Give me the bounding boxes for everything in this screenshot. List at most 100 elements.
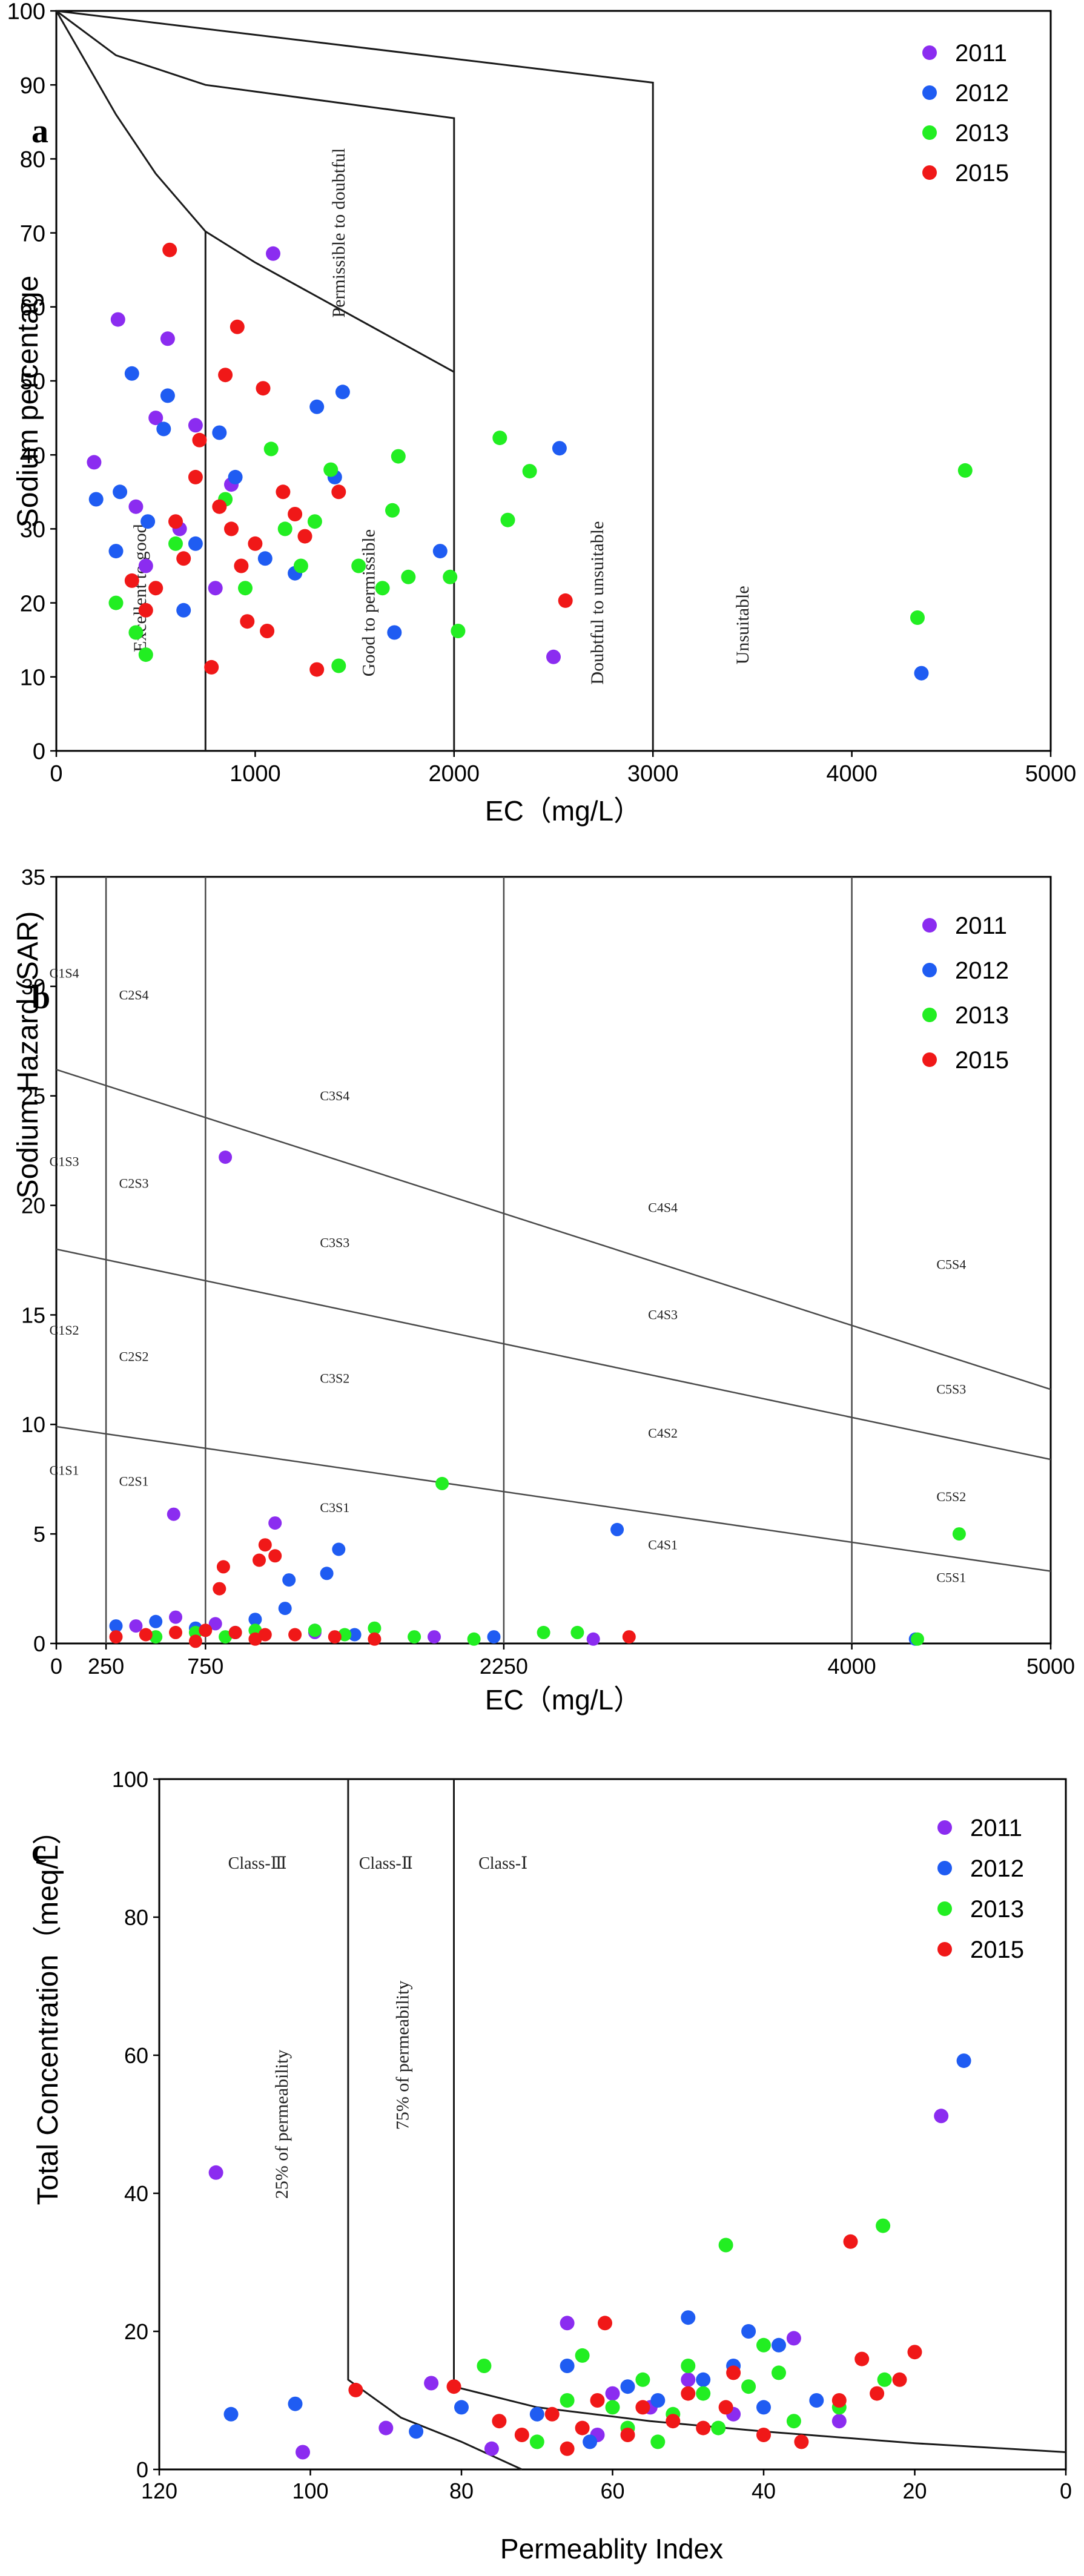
panel-c-point-2012 (583, 2434, 598, 2449)
panel-b-y-axis-label: Sodium Hazard (SAR) (12, 911, 44, 1199)
panel-b-y-tick-label: 15 (21, 1303, 45, 1327)
panel-c-y-tick-label: 0 (136, 2457, 148, 2482)
panel-b-legend-marker-2011 (922, 918, 937, 933)
panel-b-sar-class-line (56, 1069, 1051, 1390)
panel-a-point-2015 (148, 581, 164, 596)
panel-c-permeability-label: 75% of permeability (393, 1981, 413, 2130)
panel-c-class-III-boundary (347, 1779, 523, 2471)
panel-a-point-2013 (522, 464, 537, 479)
panel-a-point-2012 (176, 603, 191, 618)
panel-c-point-2012 (681, 2310, 696, 2325)
panel-c-x-tick-label: 0 (1060, 2479, 1072, 2503)
panel-b-point-2013 (911, 1632, 924, 1646)
panel-b-zone-label: C5S3 (936, 1382, 966, 1397)
panel-a-point-2015 (331, 484, 346, 500)
panel-c-x-tick-label: 80 (449, 2479, 474, 2503)
panel-b-point-2013 (952, 1527, 966, 1541)
panel-b-x-tick-label: 4000 (828, 1654, 876, 1679)
panel-a-point-2011 (188, 418, 203, 433)
panel-a-point-2012 (88, 492, 104, 507)
panel-c-x-axis-label: Permeablity Index (500, 2533, 723, 2564)
panel-c-plot-frame (158, 1778, 1067, 2471)
panel-b-point-2011 (428, 1630, 441, 1644)
panel-b-sar-class-line (56, 1248, 1051, 1461)
panel-b-y-tick-label: 20 (21, 1194, 45, 1218)
panel-a-y-tick-label: 50 (20, 369, 45, 395)
panel-a-point-2011 (138, 558, 153, 573)
panel-c-point-2013 (786, 2414, 801, 2429)
panel-c-point-2012 (650, 2393, 666, 2408)
panel-c-point-2015 (560, 2441, 575, 2456)
panel-c-point-2013 (529, 2434, 544, 2449)
panel-a-point-2012 (124, 366, 139, 381)
panel-c-legend-label-2011: 2011 (970, 1815, 1022, 1841)
panel-a-x-tick-label: 0 (50, 761, 62, 787)
panel-c-point-2012 (620, 2379, 635, 2394)
panel-c-point-2012 (288, 2396, 303, 2411)
panel-b-point-2015 (109, 1630, 123, 1644)
panel-a-point-2015 (297, 529, 312, 544)
panel-b-point-2012 (149, 1614, 163, 1628)
panel-b-legend-marker-2013 (922, 1008, 937, 1022)
panel-c-x-tick-label: 60 (600, 2479, 624, 2503)
panel-a-y-tick-label: 40 (20, 443, 45, 469)
panel-b-point-2011 (268, 1516, 282, 1530)
panel-b-sar-chart: b Sodium Hazard (SAR) EC（mg/L） 0 250 750 22… (12, 865, 1075, 1716)
panel-b-point-2015 (248, 1632, 262, 1646)
panel-c-point-2015 (635, 2400, 650, 2415)
panel-a-y-tick-label: 0 (33, 739, 45, 765)
panel-b-point-2015 (213, 1582, 226, 1596)
panel-b-x-tick-label: 250 (88, 1654, 124, 1679)
panel-c-x-tick-label: 40 (752, 2479, 776, 2503)
panel-b-legend-marker-2012 (922, 963, 937, 977)
panel-b-zone-label: C4S2 (648, 1425, 678, 1441)
panel-a-point-2015 (124, 573, 139, 588)
panel-c-point-2015 (870, 2386, 885, 2401)
panel-b-x-axis-label: EC（mg/L） (485, 1684, 641, 1716)
panel-a-point-2013 (323, 462, 339, 477)
panel-c-point-2013 (681, 2359, 696, 2373)
panel-c-point-2012 (454, 2400, 469, 2415)
panel-b-point-2015 (328, 1630, 342, 1644)
panel-b-zone-label: C2S2 (119, 1349, 149, 1364)
panel-a-point-2011 (160, 331, 175, 346)
panel-b-point-2012 (487, 1630, 501, 1644)
panel-a-point-2011 (87, 455, 102, 470)
panel-b-point-2015 (258, 1538, 272, 1552)
panel-a-point-2013 (375, 581, 390, 596)
panel-c-point-2015 (666, 2414, 681, 2429)
panel-b-legend-label-2013: 2013 (955, 1002, 1009, 1029)
panel-b-point-2012 (348, 1628, 362, 1642)
panel-a-point-2015 (218, 368, 233, 383)
panel-b-zone-label: C3S2 (320, 1371, 349, 1386)
panel-a-y-tick-label: 70 (20, 221, 45, 246)
panel-c-legend-label-2015: 2015 (970, 1937, 1024, 1963)
panel-c-point-2015 (492, 2414, 507, 2429)
panel-a-point-2013 (443, 569, 458, 584)
panel-c-point-2011 (831, 2414, 847, 2429)
panel-a-point-2015 (138, 603, 153, 618)
panel-a-point-2015 (260, 624, 275, 638)
panel-a-legend-marker-2013 (922, 125, 937, 140)
panel-b-point-2013 (570, 1625, 584, 1639)
panel-c-point-2015 (794, 2434, 809, 2449)
panel-c-point-2013 (560, 2393, 575, 2408)
panel-c-x-tick-label: 20 (902, 2479, 927, 2503)
panel-a-point-2015 (168, 514, 183, 529)
panel-c-point-2015 (726, 2365, 741, 2380)
panel-c-point-2013 (876, 2218, 891, 2233)
panel-b-zone-label: C1S2 (50, 1323, 79, 1338)
panel-a-point-2013 (385, 503, 400, 518)
panel-b-zone-label: C4S3 (648, 1307, 678, 1323)
panel-b-zone-label: C1S3 (50, 1154, 79, 1169)
panel-c-point-2015 (854, 2351, 870, 2366)
panel-a-y-tick-label: 80 (20, 147, 45, 173)
panel-c-legend-marker-2013 (937, 1901, 952, 1916)
panel-a-point-2015 (309, 662, 325, 677)
panel-a-point-2012 (160, 388, 175, 403)
panel-c-point-2011 (424, 2376, 439, 2391)
panel-b-point-2015 (169, 1625, 182, 1639)
panel-b-point-2011 (167, 1507, 180, 1521)
panel-b-x-tick-label: 2250 (480, 1654, 528, 1679)
panel-a-point-2011 (128, 499, 144, 514)
